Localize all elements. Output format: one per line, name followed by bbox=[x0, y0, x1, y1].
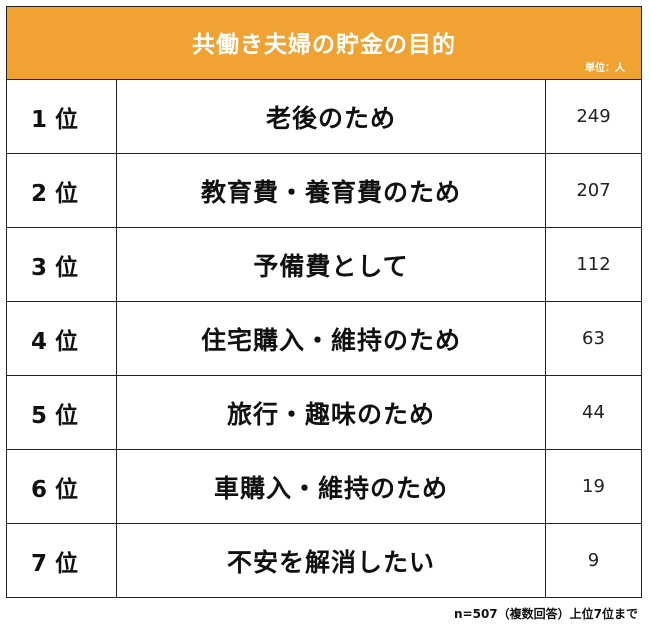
category-label: 旅行・趣味のため bbox=[116, 375, 546, 450]
category-label: 予備費として bbox=[116, 227, 546, 302]
value-label: 207 bbox=[545, 153, 642, 228]
table-row: 6 位車購入・維持のため 19 bbox=[6, 449, 642, 524]
chart-title: 共働き夫婦の貯金の目的 bbox=[192, 32, 456, 58]
category-label: 不安を解消したい bbox=[116, 523, 546, 598]
rank-label: 4 位 bbox=[6, 301, 117, 376]
value-label: 112 bbox=[545, 227, 642, 302]
table-row: 2 位教育費・養育費のため 207 bbox=[6, 153, 642, 228]
value-label: 44 bbox=[545, 375, 642, 450]
table-row: 1 位老後のため 249 bbox=[6, 79, 642, 154]
value-label: 63 bbox=[545, 301, 642, 376]
ranking-table: 1 位老後のため 249 2 位教育費・養育費のため 207 3 位予備費として 112 4… bbox=[6, 79, 642, 598]
rank-label: 2 位 bbox=[6, 153, 117, 228]
rank-label: 1 位 bbox=[6, 79, 117, 154]
unit-label: 単位：人 bbox=[585, 63, 625, 74]
rank-label: 7 位 bbox=[6, 523, 117, 598]
table-row: 7 位不安を解消したい 9 bbox=[6, 523, 642, 598]
table-header: 共働き夫婦の貯金の目的 単位：人 bbox=[6, 6, 642, 79]
category-label: 老後のため bbox=[116, 79, 546, 154]
ranking-table-frame: 共働き夫婦の貯金の目的 単位：人 1 位老後のため 249 2 位教育費・養育費のた… bbox=[6, 6, 642, 598]
value-label: 249 bbox=[545, 79, 642, 154]
rank-label: 3 位 bbox=[6, 227, 117, 302]
value-label: 19 bbox=[545, 449, 642, 524]
category-label: 教育費・養育費のため bbox=[116, 153, 546, 228]
category-label: 住宅購入・維持のため bbox=[116, 301, 546, 376]
table-row: 5 位旅行・趣味のため 44 bbox=[6, 375, 642, 450]
value-label: 9 bbox=[545, 523, 642, 598]
ranking-table-body: 1 位老後のため 249 2 位教育費・養育費のため 207 3 位予備費として 112 4… bbox=[6, 79, 642, 598]
table-row: 4 位住宅購入・維持のため 63 bbox=[6, 301, 642, 376]
category-label: 車購入・維持のため bbox=[116, 449, 546, 524]
table-row: 3 位予備費として 112 bbox=[6, 227, 642, 302]
rank-label: 6 位 bbox=[6, 449, 117, 524]
rank-label: 5 位 bbox=[6, 375, 117, 450]
sample-note: n=507（複数回答）上位7位まで bbox=[454, 607, 638, 621]
